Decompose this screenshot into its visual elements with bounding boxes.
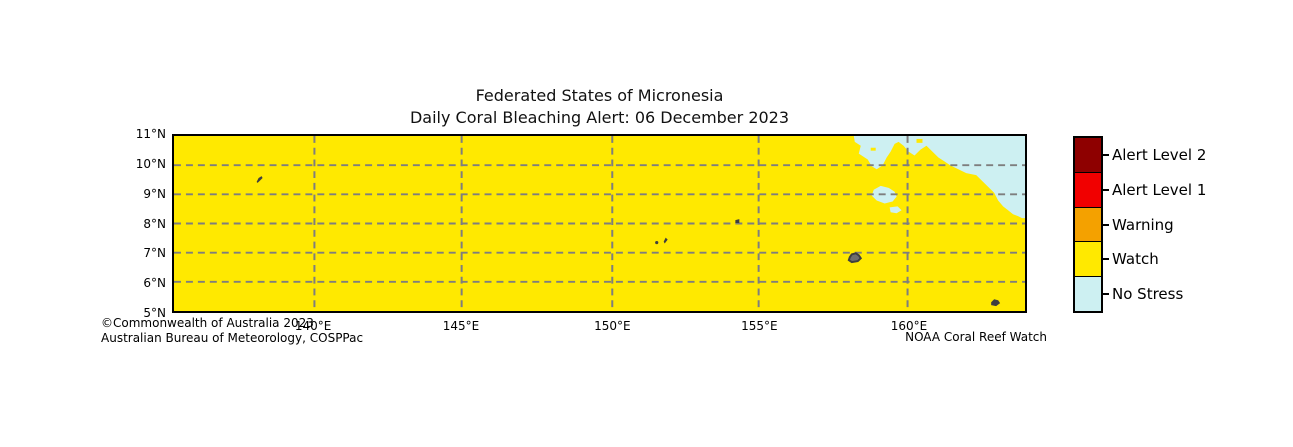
figure-title-line1: Federated States of Micronesia xyxy=(475,86,724,105)
longitude-tick-label: 140°E xyxy=(294,319,332,333)
atoll-arc xyxy=(663,237,668,244)
legend-swatch xyxy=(1075,138,1101,172)
longitude-tick-label: 145°E xyxy=(442,319,480,333)
watch-patch xyxy=(916,138,923,143)
legend-label: Warning xyxy=(1112,215,1174,234)
copyright-text: ©Commonwealth of Australia 2023 xyxy=(101,316,314,330)
dot-islet xyxy=(655,241,659,245)
latitude-tick-label: 11°N xyxy=(135,127,166,141)
legend-swatch xyxy=(1075,241,1101,277)
legend-swatch xyxy=(1075,206,1101,242)
small-island xyxy=(991,299,1001,307)
large-island xyxy=(847,252,863,264)
legend-swatch xyxy=(1075,171,1101,207)
longitude-tick-label: 150°E xyxy=(594,319,631,333)
diagonal-islet xyxy=(256,176,263,183)
latitude-tick-label: 6°N xyxy=(143,276,166,291)
legend-tick xyxy=(1101,292,1109,295)
legend-label: Watch xyxy=(1112,250,1159,269)
watch-patch xyxy=(870,147,876,151)
bureau-text: Australian Bureau of Meteorology, COSPPa… xyxy=(101,331,364,345)
legend-tick xyxy=(1101,188,1109,191)
legend-label: Alert Level 1 xyxy=(1112,180,1207,199)
noaa-credit-text: NOAA Coral Reef Watch xyxy=(905,330,1047,344)
latitude-tick-label: 8°N xyxy=(143,216,166,231)
legend-label: Alert Level 2 xyxy=(1112,146,1207,165)
no-stress-patch xyxy=(889,206,902,214)
longitude-tick-label: 155°E xyxy=(741,319,778,333)
no-stress-area xyxy=(853,136,1025,219)
alert-map-canvas xyxy=(174,136,1025,311)
credit-block: ©Commonwealth of Australia 2023 Australi… xyxy=(101,316,363,346)
latitude-tick-label: 10°N xyxy=(135,156,166,171)
latitude-tick-label: 9°N xyxy=(143,186,166,201)
legend-tick xyxy=(1101,258,1109,261)
longitude-tick-label: 160°E xyxy=(890,319,928,333)
tiny-islet xyxy=(735,219,740,224)
latitude-tick-label: 5°N xyxy=(143,306,166,320)
figure-title: Federated States of Micronesia Daily Cor… xyxy=(172,85,1027,129)
legend-colorbar xyxy=(1073,136,1103,313)
latitude-tick-label: 7°N xyxy=(143,246,166,261)
legend-label: No Stress xyxy=(1112,284,1184,303)
legend-swatch xyxy=(1075,276,1101,311)
legend-tick xyxy=(1101,223,1109,226)
alert-map xyxy=(172,134,1027,313)
legend-tick xyxy=(1101,154,1109,157)
figure-title-line2: Daily Coral Bleaching Alert: 06 December… xyxy=(409,108,790,127)
